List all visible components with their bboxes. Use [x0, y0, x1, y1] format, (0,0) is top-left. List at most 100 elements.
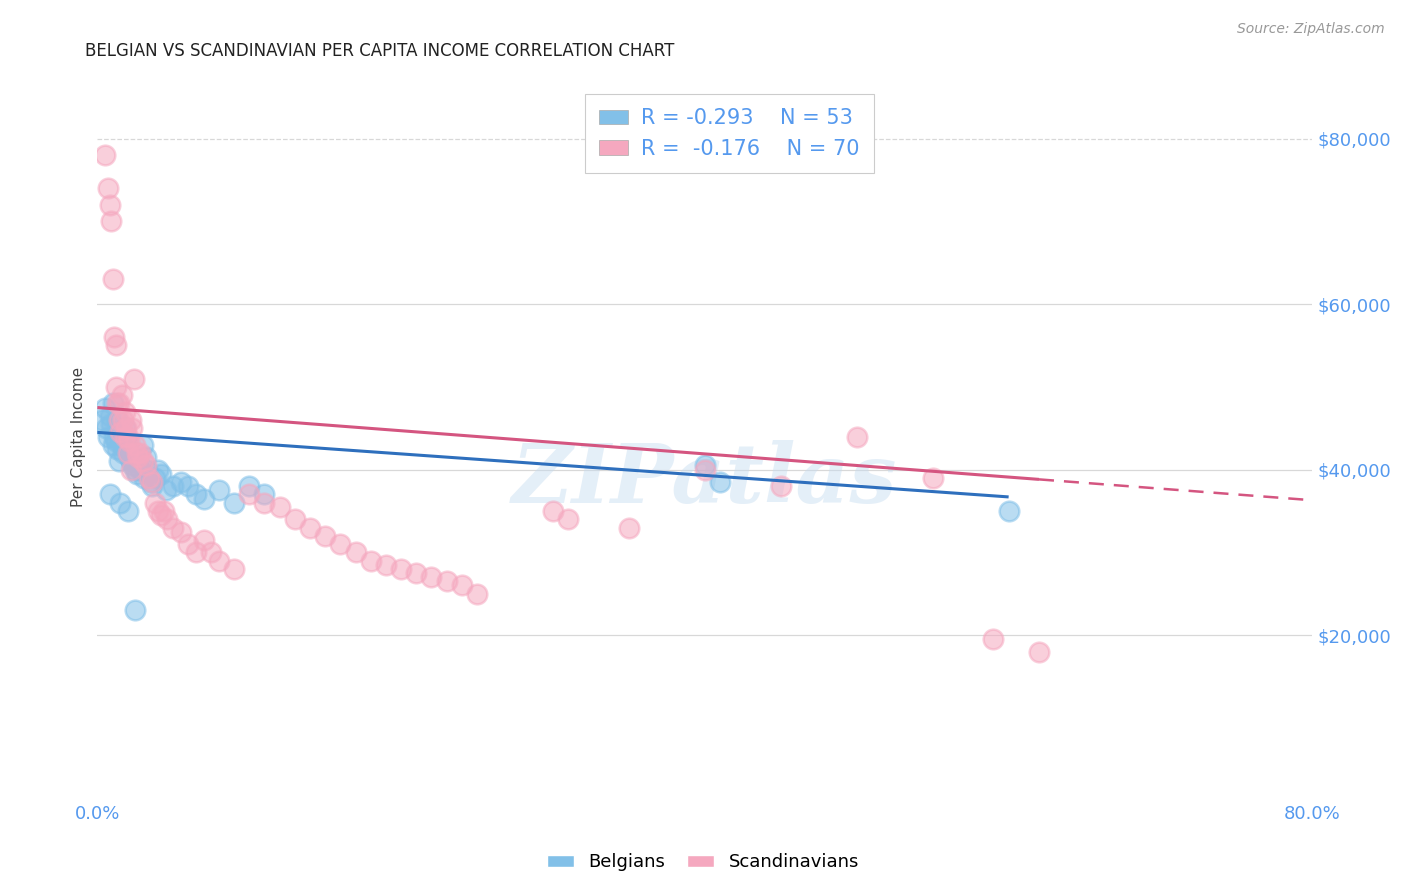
Point: [222, 562, 245, 576]
Point: [114, 421, 136, 435]
Point: [105, 396, 128, 410]
Y-axis label: Per Capita Income: Per Capita Income: [72, 367, 86, 507]
Point: [125, 446, 148, 460]
Point: [253, 487, 276, 501]
Text: ZIPatlas: ZIPatlas: [512, 441, 897, 520]
Point: [465, 587, 488, 601]
Point: [134, 471, 156, 485]
Point: [136, 462, 159, 476]
Point: [117, 504, 139, 518]
Point: [983, 632, 1005, 647]
Point: [124, 603, 146, 617]
Point: [329, 537, 352, 551]
Point: [120, 413, 142, 427]
Point: [150, 508, 173, 523]
Point: [177, 537, 200, 551]
Point: [541, 504, 564, 518]
Point: [709, 475, 731, 489]
Point: [105, 442, 128, 456]
Point: [125, 467, 148, 481]
Point: [845, 429, 868, 443]
Point: [114, 429, 136, 443]
Point: [114, 405, 136, 419]
Point: [170, 524, 193, 539]
Point: [111, 438, 134, 452]
Point: [162, 520, 184, 534]
Point: [117, 429, 139, 443]
Point: [360, 554, 382, 568]
Point: [143, 496, 166, 510]
Point: [132, 454, 155, 468]
Point: [122, 454, 145, 468]
Point: [111, 388, 134, 402]
Point: [107, 454, 129, 468]
Point: [153, 504, 176, 518]
Point: [127, 450, 149, 465]
Text: Source: ZipAtlas.com: Source: ZipAtlas.com: [1237, 22, 1385, 37]
Point: [170, 475, 193, 489]
Point: [104, 380, 127, 394]
Point: [94, 148, 117, 162]
Point: [374, 558, 396, 572]
Point: [314, 529, 336, 543]
Point: [115, 434, 138, 448]
Point: [138, 471, 160, 485]
Point: [436, 574, 458, 589]
Point: [238, 487, 260, 501]
Point: [103, 429, 125, 443]
Point: [127, 454, 149, 468]
Text: BELGIAN VS SCANDINAVIAN PER CAPITA INCOME CORRELATION CHART: BELGIAN VS SCANDINAVIAN PER CAPITA INCOM…: [86, 42, 675, 60]
Point: [98, 409, 121, 423]
Point: [693, 458, 716, 473]
Point: [118, 434, 141, 448]
Point: [94, 401, 117, 415]
Point: [118, 450, 141, 465]
Point: [121, 458, 143, 473]
Point: [208, 554, 231, 568]
Point: [269, 500, 291, 514]
Point: [117, 446, 139, 460]
Point: [117, 446, 139, 460]
Point: [139, 475, 162, 489]
Point: [162, 479, 184, 493]
Point: [238, 479, 260, 493]
Point: [121, 421, 143, 435]
Point: [122, 371, 145, 385]
Point: [405, 566, 427, 580]
Point: [97, 429, 120, 443]
Point: [132, 438, 155, 452]
Point: [104, 338, 127, 352]
Point: [921, 471, 943, 485]
Point: [193, 491, 215, 506]
Point: [693, 462, 716, 476]
Point: [124, 438, 146, 452]
Point: [100, 214, 122, 228]
Point: [155, 483, 177, 498]
Point: [298, 520, 321, 534]
Point: [1028, 645, 1050, 659]
Point: [108, 496, 131, 510]
Point: [128, 462, 150, 476]
Point: [112, 413, 135, 427]
Point: [141, 475, 163, 489]
Point: [177, 479, 200, 493]
Point: [146, 504, 169, 518]
Point: [997, 504, 1019, 518]
Point: [101, 438, 124, 452]
Point: [135, 450, 157, 465]
Point: [420, 570, 443, 584]
Point: [98, 198, 121, 212]
Point: [143, 471, 166, 485]
Point: [107, 413, 129, 427]
Point: [100, 417, 122, 431]
Point: [97, 181, 120, 195]
Point: [253, 496, 276, 510]
Point: [96, 421, 118, 435]
Point: [101, 396, 124, 410]
Point: [208, 483, 231, 498]
Point: [389, 562, 412, 576]
Point: [135, 458, 157, 473]
Point: [108, 425, 131, 440]
Point: [557, 512, 579, 526]
Point: [769, 479, 792, 493]
